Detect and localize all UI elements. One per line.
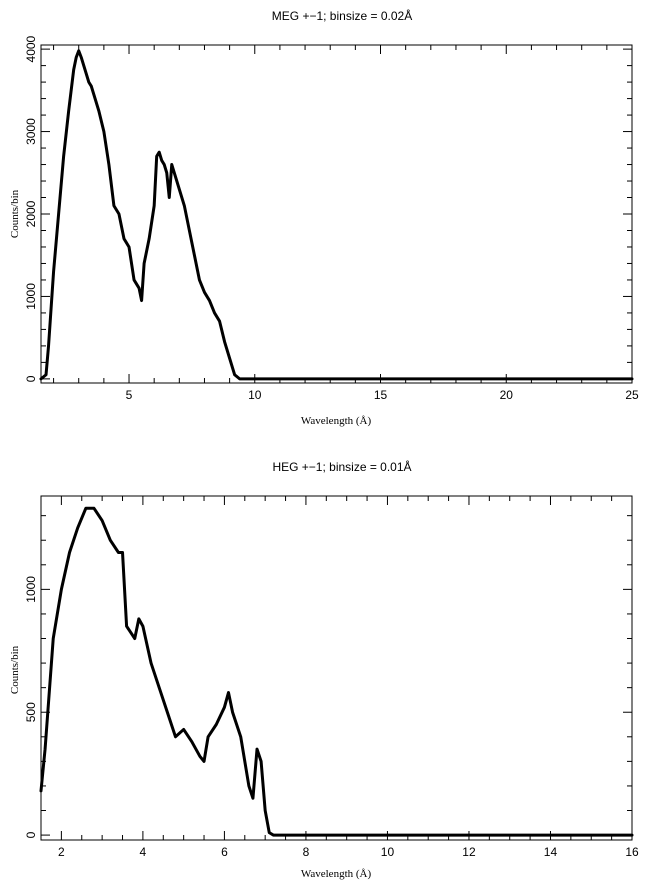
heg-x-tick-label: 10 [381,845,395,859]
heg-x-axis-label: Wavelength (Å) [301,868,372,880]
meg-x-tick-label: 15 [374,388,388,402]
meg-y-tick-label: 0 [24,375,38,382]
heg-y-tick-label: 1000 [24,576,38,603]
heg-tick-labels: 2 4 6 8 10 12 14 16 0 500 1000 [24,576,639,859]
meg-x-axis-label: Wavelength (Å) [301,415,372,427]
meg-tick-labels: 5 10 15 20 25 0 1000 2000 3000 4000 [24,35,639,402]
meg-y-tick-label: 2000 [24,200,38,227]
heg-x-tick-label: 2 [58,845,65,859]
heg-plot-frame [40,495,633,841]
meg-x-tick-label: 20 [500,388,514,402]
meg-y-tick-label: 3000 [24,118,38,145]
meg-spectrum-line [39,49,634,381]
heg-y-axis-label: Counts/bin [9,645,21,694]
heg-x-tick-label: 14 [544,845,558,859]
heg-ticks [40,496,633,840]
heg-x-tick-label: 8 [303,845,310,859]
meg-y-tick-label: 1000 [24,283,38,310]
meg-chart: MEG +−1; binsize = 0.02Å 5 10 15 20 25 0 1000 2… [9,8,639,427]
meg-plot-frame [40,44,633,384]
heg-y-tick-label: 0 [24,831,38,838]
meg-x-tick-label: 25 [625,388,639,402]
heg-chart-title: HEG +−1; binsize = 0.01Å [272,459,411,474]
heg-spectrum-line [39,506,634,837]
meg-y-tick-label: 4000 [24,35,38,62]
heg-x-tick-label: 16 [625,845,639,859]
meg-chart-title: MEG +−1; binsize = 0.02Å [272,8,412,23]
meg-ticks [41,45,633,383]
meg-x-tick-label: 10 [248,388,262,402]
heg-x-tick-label: 4 [140,845,147,859]
meg-y-axis-label: Counts/bin [9,189,21,238]
meg-x-tick-label: 5 [126,388,133,402]
heg-chart: HEG +−1; binsize = 0.01Å 2 4 6 8 10 12 14 16 0 50… [9,459,639,880]
heg-x-tick-label: 12 [462,845,476,859]
heg-x-tick-label: 6 [221,845,228,859]
heg-y-tick-label: 500 [24,702,38,722]
